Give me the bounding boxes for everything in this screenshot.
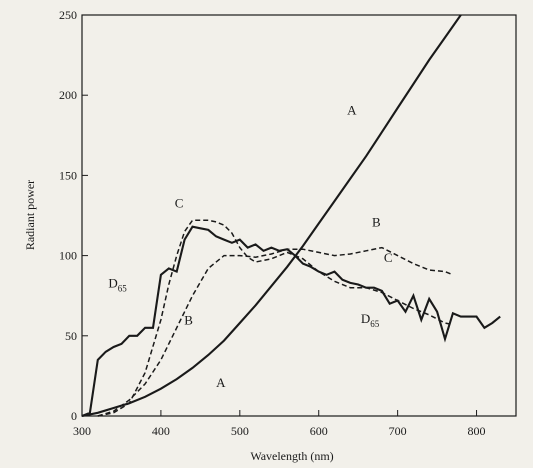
curve-label-subscript: 65 [370,319,380,329]
series-d65-line [81,225,501,417]
curve-label: A [216,375,226,390]
curve-label: C [384,250,393,265]
y-tick-label: 150 [59,168,77,182]
x-tick-label: 300 [73,424,91,438]
x-tick-label: 500 [231,424,249,438]
x-tick-label: 600 [310,424,328,438]
y-tick-label: 250 [59,8,77,22]
y-tick-label: 100 [59,249,77,263]
curve-labels: A A B B C C D65 D65 [108,102,392,390]
curves [81,14,501,418]
curve-label: D65 [361,311,380,329]
curve-label: B [372,215,381,230]
curve-label: D65 [108,276,127,294]
y-tick-label: 0 [71,409,77,423]
y-axis-title: Radiant power [23,180,37,250]
curve-label-subscript: 65 [118,284,128,294]
series-a-line [81,14,462,418]
x-tick-label: 700 [389,424,407,438]
y-tick-label: 50 [65,329,77,343]
x-tick-label: 800 [468,424,486,438]
curve-label: C [175,195,184,210]
curve-label: B [184,313,193,328]
series-b-line [97,246,454,417]
plot-frame [81,14,517,417]
axis-ticks: 300 400 500 600 700 800 0 50 100 150 200 250 [59,8,486,438]
x-axis-title: Wavelength (nm) [250,449,333,463]
x-tick-label: 400 [152,424,170,438]
y-tick-label: 200 [59,88,77,102]
curve-label: A [347,102,357,117]
